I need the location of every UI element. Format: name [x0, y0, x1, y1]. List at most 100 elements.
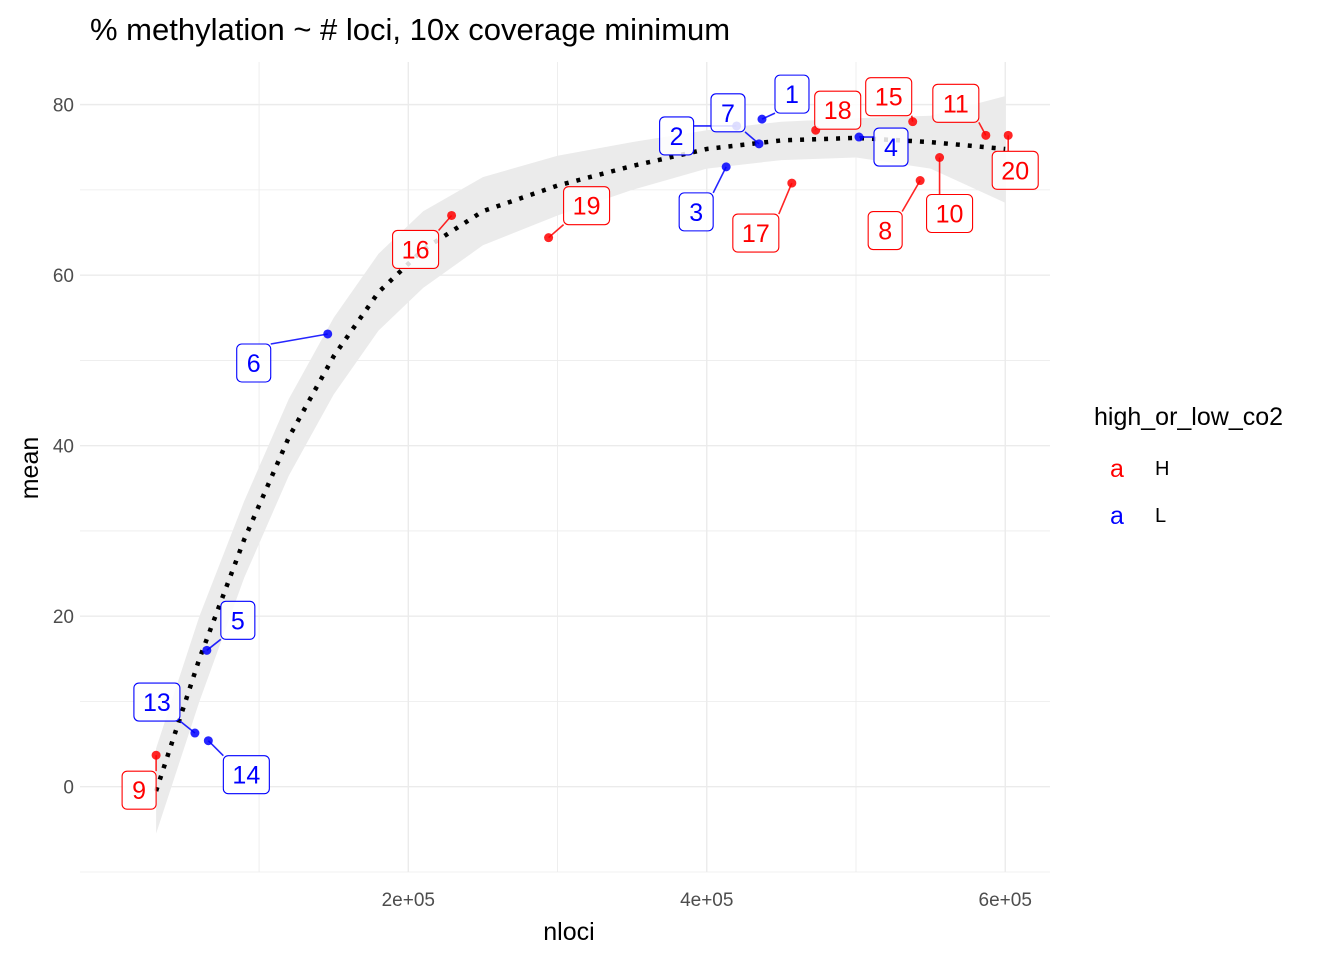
point-label-text: 10	[936, 200, 964, 228]
point-label: 5	[220, 600, 256, 640]
point-labels: 1 2 3 4 5 6 7 8 9 10 11 13 14 15 16 17 18 19 20	[121, 74, 1039, 810]
data-point	[203, 736, 213, 746]
legend-entries: a Ha L	[1110, 455, 1169, 530]
y-tick-label: 60	[53, 266, 74, 287]
point-label-box	[220, 600, 256, 640]
point-label-text: 14	[232, 762, 260, 790]
point-label-box	[563, 186, 611, 226]
legend-key: a	[1110, 455, 1124, 483]
data-point	[721, 162, 731, 172]
point-label-box	[121, 770, 157, 810]
smooth-ci-ribbon-layer	[156, 96, 1006, 834]
point-label-box	[867, 210, 903, 251]
label-connector	[778, 182, 793, 215]
point-label-box	[133, 682, 181, 722]
data-point	[190, 728, 200, 738]
y-tick-label: 0	[63, 778, 74, 799]
point-label-text: 3	[689, 199, 703, 227]
point-label-text: 18	[824, 97, 852, 125]
point-label: 7	[710, 93, 746, 133]
x-tick-label: 6e+05	[979, 890, 1032, 911]
point-label-box	[392, 229, 440, 270]
x-axis-title: nloci	[543, 918, 594, 946]
point-label-box	[991, 150, 1039, 190]
point-label-box	[236, 343, 272, 383]
plot-panel: 1 2 3 4 5 6 7 8 9 10 11 13 14 15 16 17 18 19 20	[80, 62, 1050, 873]
point-label-box	[678, 192, 714, 232]
data-point	[447, 210, 457, 220]
point-label-box	[659, 116, 695, 156]
data-point	[915, 176, 925, 186]
point-label-text: 11	[943, 90, 969, 118]
label-connector	[270, 333, 328, 345]
point-label: 20	[991, 150, 1039, 190]
point-label-text: 15	[875, 84, 903, 112]
smooth-line	[153, 135, 1006, 792]
point-label: 1	[774, 74, 810, 114]
point-label: 16	[392, 229, 440, 270]
point-label: 15	[865, 77, 913, 117]
data-point	[1003, 130, 1013, 140]
legend-label: H	[1155, 458, 1169, 480]
point-label: 3	[678, 192, 714, 232]
data-point	[981, 130, 991, 140]
data-point	[151, 750, 161, 760]
data-point	[323, 329, 333, 339]
point-label: 9	[121, 770, 157, 810]
x-tick-label: 2e+05	[382, 890, 435, 911]
point-label: 4	[873, 127, 909, 167]
point-label-box	[926, 193, 974, 234]
point-label-text: 8	[878, 218, 892, 246]
point-label: 2	[659, 116, 695, 156]
point-label-text: 4	[884, 134, 898, 162]
point-label-text: 16	[402, 236, 430, 264]
x-tick-label: 4e+05	[680, 890, 733, 911]
point-label-box	[865, 77, 913, 117]
smooth-ci-ribbon	[156, 96, 1006, 834]
data-point	[787, 178, 797, 188]
point-label-text: 5	[231, 607, 245, 635]
point-label-text: 6	[247, 350, 261, 378]
point-label-box	[932, 83, 980, 123]
point-label: 19	[563, 186, 611, 226]
point-label: 17	[732, 213, 780, 253]
y-axis: 0 20 40 60 80	[53, 96, 74, 799]
point-label-text: 7	[721, 100, 735, 128]
point-label: 14	[222, 755, 270, 795]
x-axis: 2e+05 4e+05 6e+05	[382, 890, 1032, 911]
point-label-text: 20	[1001, 157, 1029, 185]
data-point	[908, 117, 918, 127]
point-label-box	[873, 127, 909, 167]
point-label-box	[814, 90, 862, 130]
legend-title: high_or_low_co2	[1094, 403, 1283, 431]
y-axis-title: mean	[16, 437, 44, 500]
legend-label: L	[1155, 505, 1166, 527]
point-label: 13	[133, 682, 181, 722]
y-tick-label: 20	[53, 607, 74, 628]
point-label: 10	[926, 193, 974, 234]
y-tick-label: 80	[53, 96, 74, 117]
data-point	[854, 132, 864, 142]
point-label-text: 13	[143, 689, 171, 717]
point-label-box	[222, 755, 270, 795]
point-label-text: 19	[573, 193, 601, 221]
data-point	[754, 139, 764, 149]
smooth-line-layer	[153, 135, 1006, 792]
data-point	[544, 233, 554, 243]
data-point	[935, 152, 945, 162]
point-label-text: 9	[132, 777, 146, 805]
y-tick-label: 40	[53, 437, 74, 458]
chart-title: % methylation ~ # loci, 10x coverage min…	[90, 12, 730, 47]
legend: high_or_low_co2 a Ha L	[1094, 403, 1283, 530]
data-point	[757, 114, 767, 124]
data-point	[202, 645, 212, 655]
point-label: 11	[932, 83, 980, 123]
label-connector	[712, 166, 727, 194]
point-label-box	[774, 74, 810, 114]
label-connector	[901, 180, 921, 212]
point-label-box	[732, 213, 780, 253]
point-label-box	[710, 93, 746, 133]
point-label: 8	[867, 210, 903, 251]
point-label: 18	[814, 90, 862, 130]
